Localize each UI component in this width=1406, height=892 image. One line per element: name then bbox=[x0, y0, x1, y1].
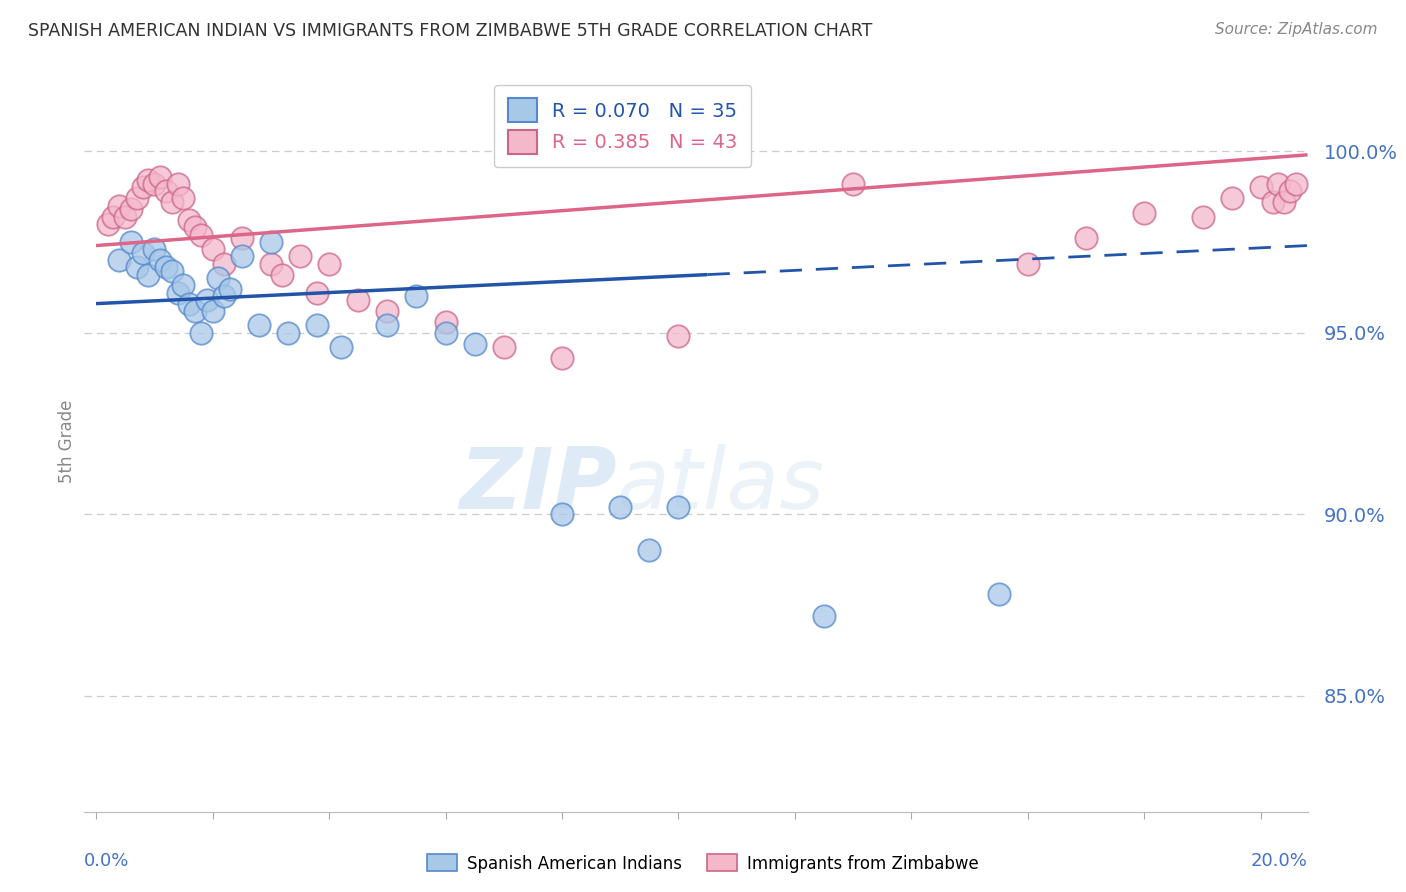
Text: SPANISH AMERICAN INDIAN VS IMMIGRANTS FROM ZIMBABWE 5TH GRADE CORRELATION CHART: SPANISH AMERICAN INDIAN VS IMMIGRANTS FR… bbox=[28, 22, 873, 40]
Point bbox=[434, 326, 457, 340]
Point bbox=[247, 318, 270, 333]
Point bbox=[551, 507, 574, 521]
Point bbox=[120, 235, 142, 249]
Point bbox=[347, 293, 370, 307]
Point bbox=[155, 260, 177, 275]
Point bbox=[1261, 194, 1284, 209]
Point bbox=[987, 587, 1010, 601]
Point bbox=[288, 250, 311, 264]
Point bbox=[172, 278, 194, 293]
Point bbox=[307, 285, 329, 300]
Point bbox=[1272, 194, 1295, 209]
Point bbox=[231, 250, 253, 264]
Point bbox=[842, 177, 865, 191]
Point bbox=[190, 326, 212, 340]
Text: 0.0%: 0.0% bbox=[84, 852, 129, 870]
Point bbox=[277, 326, 299, 340]
Point bbox=[638, 543, 661, 558]
Point bbox=[609, 500, 631, 514]
Point bbox=[160, 194, 183, 209]
Point bbox=[172, 191, 194, 205]
Point bbox=[131, 245, 153, 260]
Point bbox=[97, 217, 120, 231]
Point bbox=[143, 242, 166, 256]
Point bbox=[329, 340, 352, 354]
Point bbox=[184, 304, 207, 318]
Point bbox=[1250, 180, 1272, 194]
Point bbox=[138, 268, 160, 282]
Point bbox=[464, 336, 486, 351]
Point bbox=[184, 220, 207, 235]
Point bbox=[120, 202, 142, 217]
Point bbox=[149, 169, 172, 184]
Point bbox=[1279, 184, 1302, 198]
Point bbox=[271, 268, 294, 282]
Point bbox=[1133, 206, 1156, 220]
Point bbox=[149, 253, 172, 268]
Point bbox=[190, 227, 212, 242]
Point bbox=[108, 199, 131, 213]
Point bbox=[375, 304, 398, 318]
Point bbox=[551, 351, 574, 365]
Point bbox=[1191, 210, 1213, 224]
Point bbox=[1220, 191, 1243, 205]
Point bbox=[179, 296, 201, 310]
Point bbox=[231, 231, 253, 245]
Point bbox=[405, 289, 427, 303]
Point bbox=[260, 257, 283, 271]
Text: ZIP: ZIP bbox=[458, 444, 616, 527]
Legend: R = 0.070   N = 35, R = 0.385   N = 43: R = 0.070 N = 35, R = 0.385 N = 43 bbox=[494, 85, 751, 167]
Text: 20.0%: 20.0% bbox=[1251, 852, 1308, 870]
Point bbox=[434, 315, 457, 329]
Point bbox=[138, 173, 160, 187]
Point bbox=[307, 318, 329, 333]
Point bbox=[125, 260, 148, 275]
Point bbox=[219, 282, 242, 296]
Point bbox=[1285, 177, 1308, 191]
Point bbox=[318, 257, 340, 271]
Point bbox=[103, 210, 125, 224]
Point bbox=[166, 285, 188, 300]
Point bbox=[166, 177, 188, 191]
Point bbox=[212, 289, 235, 303]
Point bbox=[131, 180, 153, 194]
Point bbox=[1267, 177, 1289, 191]
Point bbox=[207, 271, 229, 285]
Point bbox=[1017, 257, 1039, 271]
Point bbox=[260, 235, 283, 249]
Point bbox=[108, 253, 131, 268]
Point bbox=[125, 191, 148, 205]
Point bbox=[201, 242, 224, 256]
Point bbox=[143, 177, 166, 191]
Point bbox=[375, 318, 398, 333]
Point bbox=[155, 184, 177, 198]
Point bbox=[160, 264, 183, 278]
Point bbox=[1076, 231, 1098, 245]
Point bbox=[668, 329, 690, 343]
Point bbox=[195, 293, 218, 307]
Point bbox=[212, 257, 235, 271]
Y-axis label: 5th Grade: 5th Grade bbox=[58, 400, 76, 483]
Point bbox=[114, 210, 136, 224]
Text: atlas: atlas bbox=[616, 444, 824, 527]
Legend: Spanish American Indians, Immigrants from Zimbabwe: Spanish American Indians, Immigrants fro… bbox=[420, 847, 986, 880]
Text: Source: ZipAtlas.com: Source: ZipAtlas.com bbox=[1215, 22, 1378, 37]
Point bbox=[813, 608, 835, 623]
Point bbox=[201, 304, 224, 318]
Point bbox=[492, 340, 515, 354]
Point bbox=[179, 213, 201, 227]
Point bbox=[668, 500, 690, 514]
